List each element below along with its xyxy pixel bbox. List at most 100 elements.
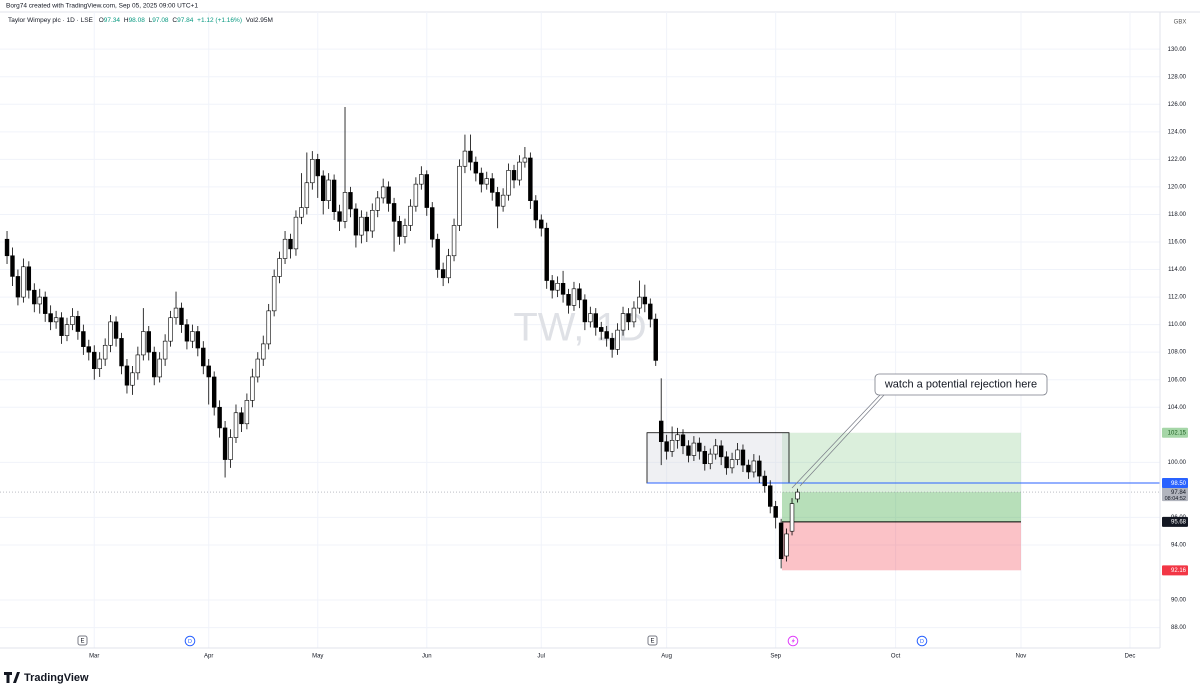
candle-body <box>680 434 686 447</box>
candle-body <box>658 420 664 442</box>
candle-body <box>544 227 549 281</box>
countdown: 08:04:52 <box>1165 496 1186 502</box>
candle-body <box>211 376 217 408</box>
candle-body <box>239 412 244 425</box>
candle-body <box>4 238 10 257</box>
candle-body <box>462 150 468 167</box>
candle-body <box>81 331 86 347</box>
candle-body <box>271 276 277 312</box>
candle-body <box>380 186 386 199</box>
candle-body <box>528 157 533 201</box>
event-label: E <box>80 638 84 644</box>
candle-body <box>751 460 757 473</box>
watermark: TW, 1D <box>513 306 646 350</box>
candle-body <box>130 372 135 386</box>
candle-body <box>217 406 222 429</box>
candle-body <box>626 313 631 323</box>
x-tick-label: Jul <box>537 654 545 660</box>
candle-body <box>32 289 37 305</box>
candle-body <box>609 338 615 350</box>
candle-body <box>446 255 451 279</box>
candle-body <box>228 437 233 460</box>
candle-body <box>599 327 604 332</box>
annotation-pointer <box>791 394 881 489</box>
stop-zone <box>782 521 1021 571</box>
candle-body <box>588 313 593 323</box>
y-tick-label: 130.00 <box>1168 47 1187 53</box>
candle-body <box>97 358 102 369</box>
x-tick-label: Nov <box>1016 654 1027 660</box>
candle-body <box>179 307 184 325</box>
candle-body <box>250 376 255 401</box>
y-tick-label: 124.00 <box>1168 129 1187 135</box>
x-tick-label: Oct <box>891 654 901 660</box>
candle-body <box>724 456 729 469</box>
candle-body <box>511 170 517 181</box>
event-circle <box>916 635 928 647</box>
y-tick-label: 94.00 <box>1171 543 1187 549</box>
candle-body <box>37 296 42 305</box>
candle-body <box>397 221 402 237</box>
candle-body <box>331 179 337 212</box>
candle-body <box>571 288 577 306</box>
candles <box>4 107 800 569</box>
event-marker[interactable]: D <box>184 635 196 647</box>
candle-body <box>740 449 746 466</box>
candle-body <box>206 365 211 378</box>
event-marker[interactable]: E <box>77 635 88 646</box>
candle-body <box>479 172 484 185</box>
candle-body <box>702 451 708 465</box>
candle-body <box>489 178 495 193</box>
footer-logo[interactable]: TradingView <box>4 672 89 684</box>
candle-body <box>424 174 429 208</box>
candle-body <box>391 203 397 222</box>
candle-body <box>539 219 544 229</box>
y-tick-label: 118.00 <box>1168 212 1187 218</box>
event-marker[interactable]: D <box>916 635 928 647</box>
event-marker[interactable] <box>787 635 799 647</box>
y-tick-label: 108.00 <box>1168 350 1187 356</box>
candle-body <box>375 197 380 211</box>
candle-body <box>560 283 566 295</box>
candle-body <box>517 161 522 181</box>
candle-body <box>784 533 789 557</box>
x-tick-label: Sep <box>770 654 781 660</box>
candle-body <box>506 170 511 196</box>
currency: GBX <box>1174 20 1187 26</box>
candle-body <box>555 283 560 291</box>
candle-body <box>102 344 108 360</box>
y-tick-label: 112.00 <box>1168 295 1187 301</box>
candle-body <box>86 346 92 353</box>
y-tick-label: 120.00 <box>1168 184 1187 190</box>
event-icon <box>791 638 795 644</box>
candle-body <box>440 269 446 279</box>
candle-body <box>141 331 146 356</box>
candle-body <box>795 491 800 500</box>
drawings <box>0 432 1160 571</box>
event-label: D <box>188 639 192 645</box>
annotation-box <box>874 373 1048 396</box>
candle-body <box>75 316 81 332</box>
candle-body <box>293 216 299 250</box>
candle-body <box>549 280 555 291</box>
candle-body <box>500 194 506 207</box>
candle-body <box>713 445 718 455</box>
candle-body <box>146 331 151 353</box>
candle-body <box>457 165 462 226</box>
stop-tag: 92.16 <box>1171 568 1187 574</box>
candle-body <box>402 225 408 237</box>
ohlc-value: 97.34 <box>104 17 121 24</box>
event-marker[interactable]: E <box>647 635 658 646</box>
candle-body <box>310 159 315 184</box>
candle-body <box>364 216 370 232</box>
over-layer: 130.00 128.00 126.00 124.00 122.00 120.00 118.… <box>89 47 1188 660</box>
candle-body <box>718 445 724 458</box>
candle-body <box>255 358 260 378</box>
candle-body <box>168 317 173 342</box>
candle-body <box>413 183 419 207</box>
y-tick-label: 116.00 <box>1168 240 1187 246</box>
candle-body <box>53 317 59 323</box>
candle-body <box>299 207 304 218</box>
candle-body <box>222 427 228 460</box>
